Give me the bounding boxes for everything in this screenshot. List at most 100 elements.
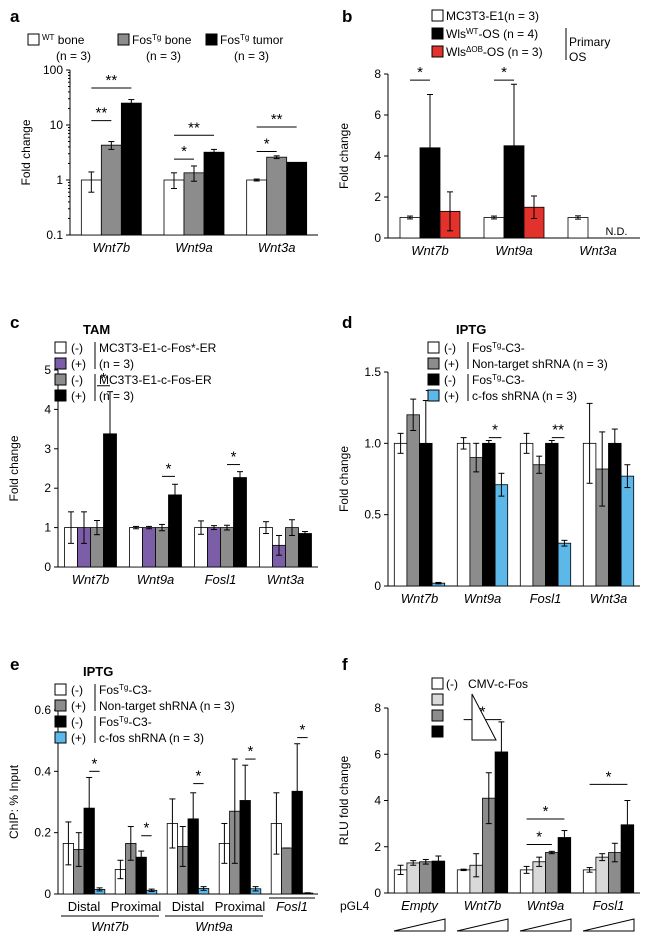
panel-label-e: e	[10, 655, 19, 674]
x-axis-prefix: pGL4	[340, 899, 370, 913]
annotation-nd: N.D.	[605, 226, 627, 238]
bar-d-s1-c2	[532, 464, 546, 587]
legend-group-line2-e: Non-target shRNA (n = 3)	[99, 699, 235, 713]
legend-label-e: (-)	[71, 683, 83, 697]
dose-triangle	[456, 918, 509, 932]
bar-f-s2-c0	[419, 861, 433, 894]
y-tick-label-c: 1	[44, 521, 51, 535]
x-category-label-e: Proximal	[215, 899, 266, 914]
legend-swatch-c	[54, 341, 67, 354]
y-tick-label-e: 0.6	[34, 703, 51, 717]
y-tick-label-c: 3	[44, 442, 51, 456]
legend-group-line2-d: Non-target shRNA (n = 3)	[472, 357, 608, 371]
sig-label-e: *	[247, 743, 253, 760]
x-category-label-f: Fosl1	[593, 898, 625, 913]
legend-title-d: IPTG	[456, 322, 486, 337]
legend-label-a: FosTg bone	[132, 33, 192, 47]
legend-label-d: (-)	[444, 373, 456, 387]
legend-swatch-f	[431, 677, 444, 690]
y-tick-label-b: 4	[374, 149, 381, 163]
sig-label-f: *	[536, 828, 542, 845]
panel-e: e 0 0.2 0.4 0.6 ChIP: % Input * * * * * Distal Proxi…	[7, 655, 318, 934]
x-category-label-a: Wnt3a	[258, 240, 296, 255]
legend-swatch-b	[431, 9, 444, 22]
sig-label-e: *	[91, 755, 97, 772]
y-tick-label-d: 0	[374, 579, 381, 593]
x-category-label-b: Wnt3a	[579, 243, 617, 258]
panel-label-b: b	[342, 7, 352, 26]
bar-a-s2-c1	[203, 151, 225, 236]
legend-swatch-d	[427, 373, 440, 386]
bar-f-s0-c1	[456, 869, 471, 894]
sig-label-d: *	[492, 422, 498, 439]
bar-a-s1-c2	[266, 156, 288, 236]
legend-swatch-a	[117, 33, 130, 46]
bar-f-s2-c2	[545, 852, 559, 894]
legend-label-d: (+)	[444, 389, 459, 403]
bar-f-s3-c2	[557, 837, 572, 894]
y-tick-label-a: 100	[43, 63, 63, 77]
y-tick-label-a: 10	[50, 118, 64, 132]
x-category-label-b: Wnt7b	[411, 243, 449, 258]
x-category-label-a: Wnt7b	[93, 240, 131, 255]
legend-label-b: WlsWT-OS (n = 4)	[446, 27, 538, 41]
legend-group-line1-e: FosTg-C3-	[99, 715, 152, 729]
x-category-label-d: Fosl1	[530, 591, 562, 606]
y-tick-label-a: 1	[56, 173, 63, 187]
legend-label-b: MC3T3-E1(n = 3)	[446, 9, 539, 23]
legend-swatch-e	[54, 683, 67, 696]
dose-triangle	[519, 918, 572, 932]
x-category-label-d: Wnt9a	[464, 591, 502, 606]
y-tick-label-c: 5	[44, 363, 51, 377]
bar-a-s2-c0	[120, 102, 142, 236]
bar-c-s2-c1	[155, 527, 169, 568]
bar-c-s1-c2	[207, 527, 221, 568]
x-category-label-f: Wnt7b	[464, 898, 502, 913]
legend-label-c: (+)	[71, 389, 86, 403]
sig-label-b: *	[501, 64, 507, 81]
gene-group-label: Fosl1	[276, 899, 308, 914]
sig-label-b: *	[417, 64, 423, 81]
sig-label-d: **	[552, 422, 564, 439]
x-category-label-e: Proximal	[111, 899, 162, 914]
x-category-label-c: Fosl1	[205, 572, 237, 587]
y-tick-label-b: 8	[374, 67, 381, 81]
legend-swatch-b	[431, 27, 444, 40]
y-tick-label-c: 2	[44, 481, 51, 495]
bar-d-s0-c0	[393, 442, 408, 587]
sig-label-a: *	[181, 143, 187, 160]
legend-swatch-b	[431, 45, 444, 58]
legend-swatch-e	[54, 731, 67, 744]
legend-group-line1-e: FosTg-C3-	[99, 683, 152, 697]
y-tick-label-e: 0	[44, 887, 51, 901]
sig-label-e: *	[299, 722, 305, 739]
legend-label-d: (+)	[444, 357, 459, 371]
sig-label-c: *	[231, 449, 237, 466]
legend-group-line1-c: MC3T3-E1-c-Fos-ER	[99, 373, 212, 387]
legend-swatch-d	[427, 389, 440, 402]
bar-d-s0-c2	[519, 442, 534, 587]
legend-group-line2-c: (n = 3)	[99, 389, 134, 403]
legend-swatch-d	[427, 357, 440, 370]
x-category-label-a: Wnt9a	[175, 240, 213, 255]
y-axis-label-f: RLU fold change	[337, 755, 351, 845]
sig-label-e: *	[195, 768, 201, 785]
sig-label-a: **	[271, 111, 283, 128]
bar-a-s1-c1	[183, 172, 205, 236]
legend-swatch-c	[54, 373, 67, 386]
bar-c-s1-c1	[142, 527, 156, 568]
y-axis-label-a: Fold change	[19, 119, 33, 185]
y-tick-label-b: 2	[374, 190, 381, 204]
x-category-label-c: Wnt7b	[72, 572, 110, 587]
legend-group-line1-c: MC3T3-E1-c-Fos*-ER	[99, 341, 217, 355]
y-axis-label-e: ChIP: % Input	[7, 764, 21, 839]
x-category-label-e: Distal	[68, 899, 101, 914]
y-tick-label-f: 2	[374, 840, 381, 854]
legend-swatch-a	[205, 33, 218, 46]
sig-label-c: *	[101, 370, 107, 387]
legend-label-a: WT bone	[42, 33, 85, 47]
x-category-label-f: Wnt9a	[527, 898, 565, 913]
legend-swatch-f	[431, 693, 444, 706]
